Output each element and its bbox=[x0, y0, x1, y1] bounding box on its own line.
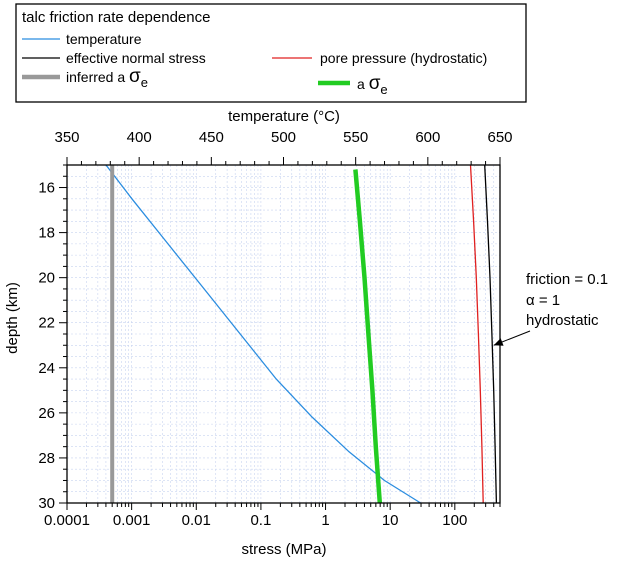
annotation-arrowhead bbox=[493, 338, 504, 346]
plot-area: 350 400 450 500 550 600 650 0.0001 0.001 0.01 0.1 1… bbox=[38, 129, 512, 529]
annotation-line-alpha: α = 1 bbox=[526, 292, 560, 309]
legend: talc friction rate dependence temperatur… bbox=[15, 3, 527, 103]
top-axis-tick-label: 500 bbox=[271, 129, 296, 146]
top-axis-title: temperature (°C) bbox=[228, 108, 340, 125]
y-axis-tick-label: 28 bbox=[38, 450, 55, 467]
top-axis-tick-label: 650 bbox=[487, 129, 512, 146]
series-line-effective-normal-stress bbox=[484, 164, 498, 504]
y-axis-tick-label: 30 bbox=[38, 495, 55, 512]
series-layer bbox=[105, 164, 498, 504]
legend-label-temperature: temperature bbox=[66, 31, 142, 47]
top-axis-tick-label: 450 bbox=[199, 129, 224, 146]
bottom-axis-tick-label: 0.001 bbox=[113, 512, 151, 529]
y-axis-tick-label: 20 bbox=[38, 270, 55, 287]
y-axis-tick-label: 22 bbox=[38, 315, 55, 332]
bottom-axis-tick-label: 1 bbox=[321, 512, 329, 529]
y-axis-tick-label: 18 bbox=[38, 225, 55, 242]
annotation: friction = 0.1 α = 1 hydrostatic bbox=[493, 271, 608, 346]
annotation-line-hydrostatic: hydrostatic bbox=[526, 312, 599, 329]
bottom-axis-title: stress (MPa) bbox=[241, 541, 326, 558]
bottom-axis-tick-label: 100 bbox=[442, 512, 467, 529]
bottom-axis-tick-label: 0.0001 bbox=[44, 512, 90, 529]
y-axis-tick-label: 16 bbox=[38, 180, 55, 197]
bottom-axis-tick-label: 0.1 bbox=[250, 512, 271, 529]
legend-title: talc friction rate dependence bbox=[22, 9, 210, 26]
y-axis-tick-label: 24 bbox=[38, 360, 55, 377]
legend-box bbox=[15, 3, 527, 103]
annotation-line-friction: friction = 0.1 bbox=[526, 271, 608, 288]
top-axis-tick-label: 350 bbox=[54, 129, 79, 146]
bottom-axis-tick-label: 0.01 bbox=[182, 512, 211, 529]
top-axis-tick-label: 400 bbox=[127, 129, 152, 146]
top-axis-tick-label: 550 bbox=[343, 129, 368, 146]
legend-label-a-sigma-e: a σe bbox=[357, 73, 388, 97]
series-line-a-e bbox=[353, 169, 383, 504]
top-axis-tick-label: 600 bbox=[415, 129, 440, 146]
series-line-temperature bbox=[105, 164, 421, 504]
axes: 350 400 450 500 550 600 650 0.0001 0.001 0.01 0.1 1… bbox=[38, 129, 512, 529]
legend-label-inferred-a-sigma-e: inferred a σe bbox=[66, 66, 148, 90]
legend-label-pore-pressure: pore pressure (hydrostatic) bbox=[320, 50, 487, 66]
y-axis-title: depth (km) bbox=[4, 282, 21, 354]
y-axis-tick-label: 26 bbox=[38, 405, 55, 422]
series-line-pore-pressure-hydrostatic bbox=[469, 164, 484, 504]
bottom-axis-tick-label: 10 bbox=[382, 512, 399, 529]
legend-label-effective-normal-stress: effective normal stress bbox=[66, 50, 206, 66]
